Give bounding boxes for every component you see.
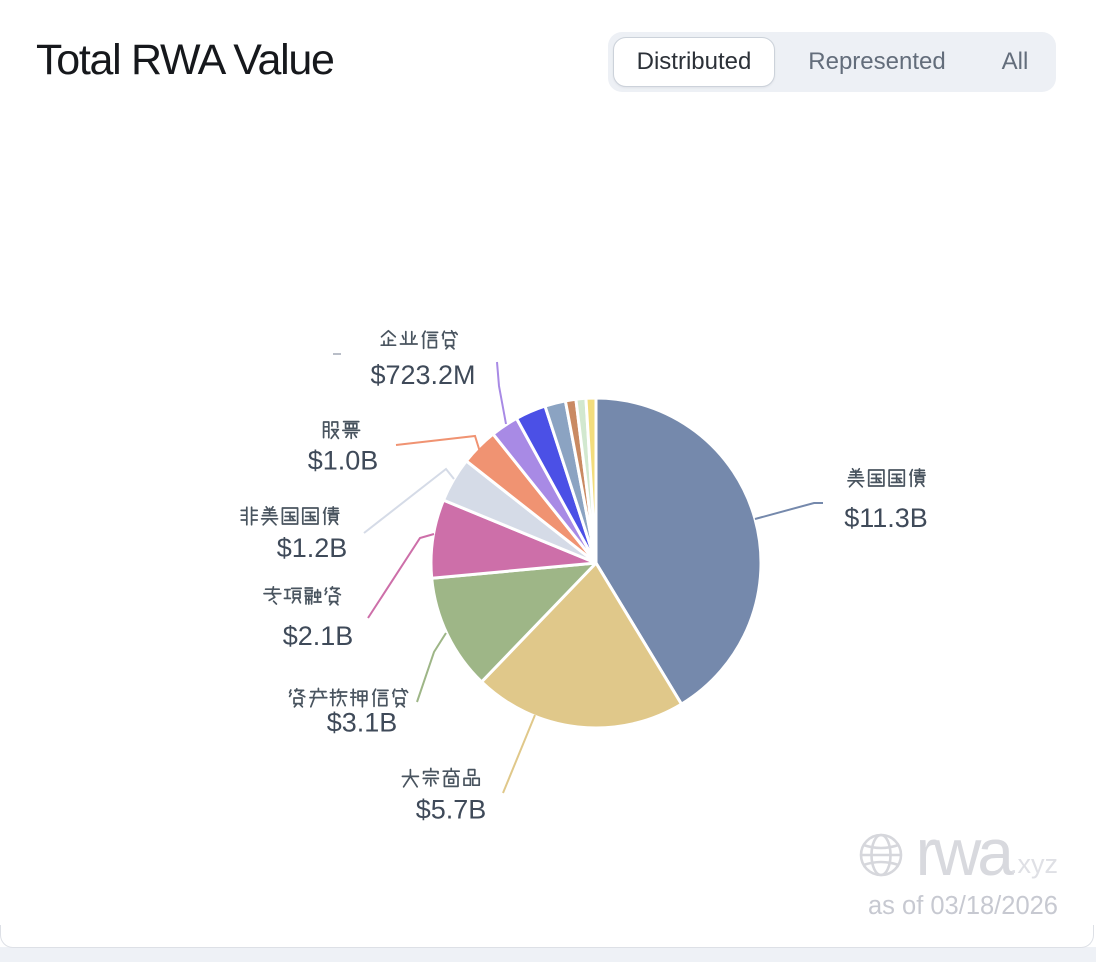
svg-text:$723.2M: $723.2M: [370, 360, 475, 390]
svg-text:$2.1B: $2.1B: [283, 621, 354, 651]
svg-text:$1.2B: $1.2B: [277, 533, 348, 563]
svg-text:$1.0B: $1.0B: [308, 446, 379, 476]
svg-text:$5.7B: $5.7B: [416, 795, 487, 825]
svg-text:$3.1B: $3.1B: [327, 708, 398, 738]
svg-text:$11.3B: $11.3B: [844, 503, 928, 533]
